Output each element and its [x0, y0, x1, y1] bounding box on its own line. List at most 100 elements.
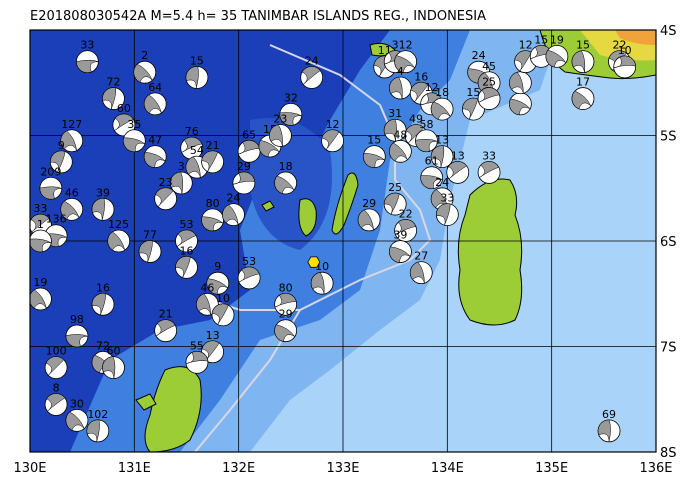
focal-depth-label: 15 [367, 134, 381, 147]
focal-depth-label: 69 [602, 408, 616, 421]
focal-depth-label: 13 [435, 134, 449, 147]
focal-mechanism: 18 [430, 86, 454, 121]
focal-mechanism: 18 [274, 160, 298, 195]
focal-mechanism: 33 [477, 149, 501, 184]
focal-mechanism: 24 [300, 54, 324, 89]
focal-depth-label: 31 [388, 107, 402, 120]
focal-mechanism: 21 [201, 139, 224, 174]
focal-depth-label: 30 [70, 397, 84, 410]
focal-depth-label: 72 [106, 76, 120, 89]
focal-mechanism: 10 [211, 292, 235, 327]
focal-depth-label: 13 [206, 329, 220, 342]
focal-depth-label: 32 [284, 91, 298, 104]
focal-depth-label: 21 [159, 308, 173, 321]
focal-mechanism: 100 [44, 345, 68, 380]
focal-mechanism: 69 [597, 408, 621, 443]
lon-tick-label: 136E [639, 461, 672, 476]
lon-tick-label: 134E [431, 461, 464, 476]
focal-mechanism: 125 [107, 218, 131, 253]
focal-mechanism: 30 [65, 397, 89, 432]
focal-depth-label: 46 [65, 186, 79, 199]
focal-depth-label: 12 [399, 39, 413, 52]
focal-depth-label: 21 [206, 139, 220, 152]
land-tanimbar [144, 366, 202, 452]
focal-mechanism: 16 [91, 281, 115, 316]
focal-mechanism: 19 [545, 33, 569, 68]
focal-depth-label: 39 [393, 229, 407, 242]
focal-mechanism: 55 [185, 339, 209, 374]
focal-depth-label: 61 [425, 155, 439, 168]
focal-depth-label: 9 [58, 139, 65, 152]
focal-mechanism: 25 [383, 181, 407, 216]
focal-mechanism: 13 [446, 149, 470, 184]
focal-mechanism: 29 [232, 160, 256, 195]
focal-depth-label: 25 [482, 76, 496, 89]
focal-depth-label: 3 [392, 39, 399, 52]
land-aru-islands [457, 178, 523, 326]
focal-depth-label: 9 [214, 260, 221, 273]
focal-mechanism: 17 [571, 76, 595, 110]
focal-depth-label: 35 [127, 118, 141, 131]
focal-depth-label: 2 [141, 49, 148, 62]
focal-depth-label: 23 [159, 176, 173, 189]
focal-depth-label: 1 [37, 218, 44, 231]
focal-depth-label: 53 [180, 218, 194, 231]
focal-depth-label: 102 [87, 408, 108, 421]
focal-depth-label: 125 [108, 218, 129, 231]
land-kai-kecil [298, 198, 317, 237]
focal-mechanism: 127 [60, 118, 84, 153]
focal-depth-label: 16 [414, 70, 428, 83]
focal-depth-label: 60 [106, 345, 120, 358]
focal-depth-label: 65 [242, 128, 256, 141]
focal-mechanism: 209 [39, 165, 63, 200]
focal-depth-label: 10 [618, 44, 632, 57]
focal-mechanism: 29 [274, 308, 298, 343]
focal-mechanism: 33 [435, 192, 459, 227]
focal-mechanism: 72 [102, 76, 125, 110]
focal-mechanism: 29 [357, 197, 381, 232]
focal-depth-label: 39 [96, 186, 110, 199]
focal-depth-label: 33 [482, 149, 496, 162]
focal-mechanism: 39 [388, 229, 412, 263]
focal-depth-label: 3 [178, 160, 185, 173]
focal-mechanism: 19 [30, 276, 52, 311]
focal-depth-label: 209 [40, 165, 61, 178]
focal-depth-label: 33 [80, 39, 94, 52]
focal-mechanism: 8 [44, 382, 68, 416]
longitude-labels: 130E 131E 132E 133E 134E 135E 136E [13, 461, 672, 476]
focal-depth-label: 15 [534, 33, 548, 46]
focal-depth-label: 24 [472, 49, 486, 62]
focal-depth-label: 16 [96, 281, 110, 294]
focal-depth-label: 16 [180, 244, 194, 257]
focal-depth-label: 33 [33, 202, 47, 215]
focal-mechanism: 102 [86, 408, 110, 443]
focal-depth-label: 55 [190, 339, 204, 352]
focal-mechanism: 23 [268, 113, 292, 147]
lat-tick-label: 6S [660, 235, 677, 250]
focal-mechanism: 98 [65, 313, 89, 348]
focal-depth-label: 49 [409, 113, 423, 126]
focal-depth-label: 58 [419, 118, 433, 131]
focal-depth-label: 33 [440, 192, 454, 205]
focal-depth-label: 13 [451, 149, 465, 162]
focal-depth-label: 12 [425, 81, 439, 94]
focal-mechanism: 65 [237, 128, 261, 163]
focal-depth-label: 76 [185, 125, 199, 138]
focal-mechanism: 33 [75, 39, 99, 74]
focal-depth-label: 24 [435, 176, 449, 189]
lon-tick-label: 133E [326, 461, 359, 476]
focal-depth-label: 24 [226, 192, 240, 205]
focal-depth-label: 29 [279, 308, 293, 321]
focal-mechanism: 77 [138, 229, 162, 263]
focal-depth-label: 72 [96, 339, 110, 352]
focal-depth-label: 100 [46, 345, 67, 358]
land-small-island-2 [135, 393, 157, 411]
focal-mechanism: 1 [30, 218, 52, 253]
focal-depth-label: 15 [576, 39, 590, 52]
focal-depth-label: 47 [148, 134, 162, 147]
focal-depth-label: 17 [576, 76, 590, 89]
focal-mechanism: 53 [237, 255, 261, 290]
lon-tick-label: 131E [118, 461, 151, 476]
latitude-labels: 4S 5S 6S 7S 8S [660, 24, 677, 461]
